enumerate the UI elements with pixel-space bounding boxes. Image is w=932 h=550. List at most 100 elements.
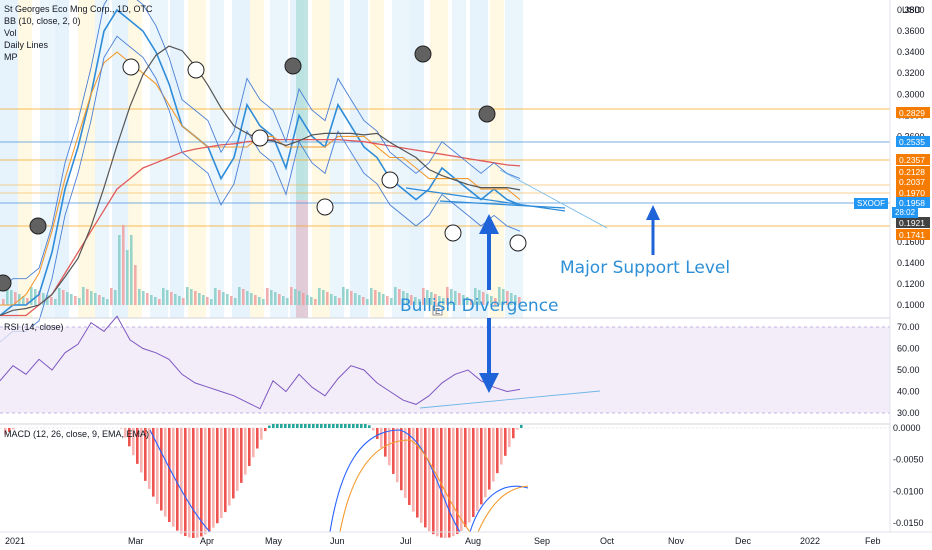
legend-indicator-bb[interactable]: BB (10, close, 2, 0)	[4, 16, 81, 26]
volume-bar	[98, 295, 101, 305]
volume-bar	[362, 297, 365, 305]
macd-bar	[268, 425, 271, 428]
macd-bar	[280, 424, 283, 428]
macd-bar	[368, 425, 371, 428]
bg-band	[430, 0, 448, 318]
macd-bar	[420, 428, 423, 523]
volume-bar	[182, 298, 185, 305]
rsi-axis[interactable]: 70.00 60.00 50.00 40.00 30.00	[897, 322, 920, 418]
macd-lines	[149, 429, 529, 533]
volume-bar	[210, 299, 213, 305]
volume-bar	[406, 293, 409, 305]
mp-circle	[444, 224, 462, 242]
bg-band	[250, 0, 264, 318]
macd-bar	[348, 424, 351, 428]
macd-bar	[208, 428, 211, 532]
macd-bar	[448, 428, 451, 538]
time-tick-label: Jul	[400, 536, 412, 546]
macd-bar	[404, 428, 407, 498]
macd-bar	[308, 424, 311, 428]
macd-bar	[312, 424, 315, 428]
mp-circle	[478, 105, 496, 123]
volume-bar	[342, 287, 345, 305]
volume-bar	[318, 288, 321, 305]
volume-bar	[30, 287, 33, 305]
macd-bar	[452, 428, 455, 537]
macd-bar	[292, 424, 295, 428]
macd-bar	[360, 424, 363, 428]
bg-band	[232, 0, 250, 318]
price-tick-label: 0.1000	[897, 300, 925, 310]
macd-bar	[384, 428, 387, 457]
macd-bar	[520, 424, 523, 428]
bg-band	[330, 0, 344, 318]
volume-bar	[58, 288, 61, 305]
price-tag-bg	[896, 107, 930, 118]
volume-bar	[38, 291, 41, 305]
macd-bar	[388, 428, 391, 466]
bg-band	[78, 0, 96, 318]
time-tick-label: Apr	[200, 536, 214, 546]
legend-indicator-daily[interactable]: Daily Lines	[4, 40, 49, 50]
volume-bar	[410, 295, 413, 305]
price-tick-label: 0.3000	[897, 89, 925, 99]
price-tick-label: 0.1600	[897, 237, 925, 247]
annotation-bullish-divergence: Bullish Divergence	[400, 296, 559, 316]
volume-bar	[190, 289, 193, 305]
volume-bar	[234, 298, 237, 305]
price-tag-bg	[896, 176, 930, 187]
volume-bar	[250, 293, 253, 305]
macd-bar	[456, 428, 459, 534]
volume-bar	[94, 293, 97, 305]
volume-bar	[510, 293, 513, 305]
volume-bar	[138, 289, 141, 305]
volume-bar	[218, 290, 221, 305]
time-axis[interactable]: 2021 Mar Apr May Jun Jul Aug Sep Oct Nov Dec 2022 Fe…	[5, 536, 881, 546]
volume-bar	[506, 291, 509, 305]
legend-indicator-mp[interactable]: MP	[4, 52, 18, 62]
price-tag-label: 0.1741	[899, 230, 925, 240]
volume-bar	[514, 295, 517, 305]
legend-indicator-vol[interactable]: Vol	[4, 28, 17, 38]
time-tick-label: Aug	[465, 536, 481, 546]
volume-bar	[62, 290, 65, 305]
macd-bar	[176, 428, 179, 531]
volume-bar	[466, 297, 469, 305]
volume-bar	[206, 297, 209, 305]
volume-bar	[306, 295, 309, 305]
volume-bar	[134, 265, 137, 305]
bg-band	[505, 0, 523, 318]
price-tag-label: 0.1970	[899, 188, 925, 198]
volume-bar	[382, 294, 385, 305]
rsi-series	[0, 315, 521, 410]
volume-bar	[154, 297, 157, 305]
volume-bar	[438, 296, 441, 305]
volume-bar	[106, 299, 109, 305]
macd-bar	[328, 424, 331, 428]
price-tags: 0.28290.25350.23570.21280.20370.19700.19…	[896, 107, 930, 240]
macd-bar	[412, 428, 415, 512]
volume-bar	[26, 298, 29, 305]
volume-bar	[386, 296, 389, 305]
volume-bar	[402, 291, 405, 305]
macd-bar	[364, 424, 367, 428]
macd-axis[interactable]: 0.0000 -0.0050 -0.0100 -0.0150	[893, 423, 924, 528]
macd-bar	[136, 428, 139, 464]
rsi-label[interactable]: RSI (14, close)	[4, 322, 64, 332]
volume-bar	[238, 287, 241, 305]
rsi-tick-label: 50.00	[897, 365, 920, 375]
price-series-line	[0, 8, 521, 317]
time-tick-label: Jun	[330, 536, 345, 546]
macd-bar	[132, 428, 135, 456]
macd-label[interactable]: MACD (12, 26, close, 9, EMA, EMA)	[4, 429, 150, 439]
macd-bar	[500, 428, 503, 465]
macd-bar	[164, 428, 167, 517]
volume-bar	[262, 299, 265, 305]
volume-bar	[310, 297, 313, 305]
volume-bar	[142, 291, 145, 305]
volume-bar	[110, 288, 113, 305]
volume-bar	[2, 299, 5, 305]
symbol-tag: SXOOF	[854, 198, 889, 209]
